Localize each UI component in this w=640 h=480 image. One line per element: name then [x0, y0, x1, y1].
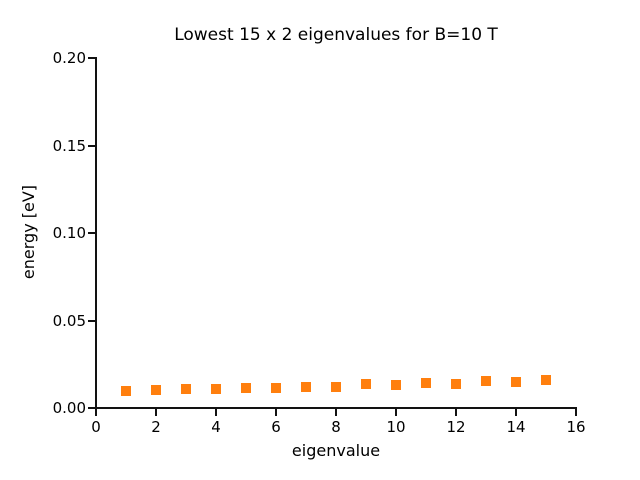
data-point [481, 376, 491, 387]
x-tick [335, 409, 337, 416]
data-point [391, 380, 401, 391]
data-point [181, 384, 191, 395]
y-tick [88, 319, 95, 322]
x-tick [275, 409, 277, 416]
x-tick [575, 409, 577, 416]
y-axis-label: energy [eV] [19, 184, 38, 280]
data-point [271, 383, 281, 394]
y-tick-label: 0.05 [52, 311, 86, 330]
data-point [241, 382, 251, 393]
x-tick [515, 409, 517, 416]
data-point [301, 382, 311, 392]
data-point [361, 379, 371, 390]
x-tick-label: 16 [566, 418, 586, 436]
x-axis-spine [95, 407, 577, 409]
x-tick-label: 8 [331, 418, 341, 436]
y-tick [88, 407, 95, 409]
data-point [211, 384, 221, 395]
x-tick-label: 6 [271, 418, 281, 436]
x-tick [395, 409, 397, 416]
x-tick-label: 10 [386, 418, 406, 436]
x-tick-label: 12 [446, 418, 466, 436]
y-tick-label: 0.10 [52, 224, 86, 242]
y-tick-label: 0.00 [52, 399, 86, 417]
data-point [121, 386, 131, 397]
y-tick [88, 57, 95, 59]
x-tick-label: 0 [91, 418, 101, 436]
y-tick [88, 232, 95, 234]
y-axis-spine [95, 57, 97, 409]
data-point [331, 382, 341, 393]
y-tick-label: 0.15 [52, 136, 86, 155]
x-tick-label: 2 [151, 418, 161, 436]
chart-title: Lowest 15 x 2 eigenvalues for B=10 T [174, 25, 498, 45]
x-tick-label: 4 [211, 418, 221, 436]
data-point [541, 375, 551, 386]
data-point [511, 377, 521, 388]
x-tick [215, 409, 217, 416]
data-point [451, 379, 461, 390]
x-tick [155, 409, 157, 416]
y-tick-label: 0.20 [52, 49, 86, 67]
data-point [151, 385, 161, 396]
x-tick [455, 409, 457, 416]
y-tick [88, 144, 95, 147]
x-tick-label: 14 [506, 418, 526, 436]
x-axis-label: eigenvalue [291, 441, 381, 460]
x-tick [95, 409, 97, 416]
data-point [421, 378, 431, 389]
